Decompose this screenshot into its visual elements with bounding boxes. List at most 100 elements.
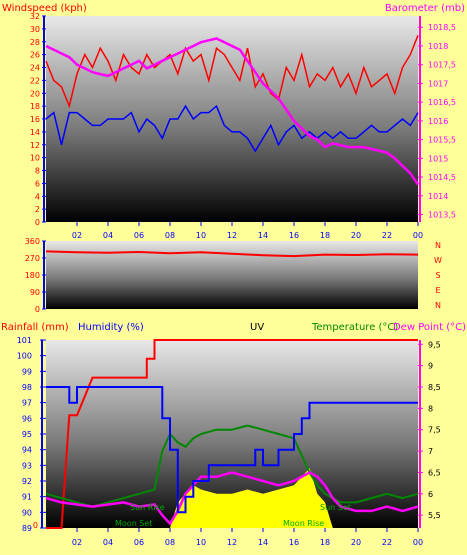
wind-y-tick-label: 28 bbox=[30, 38, 40, 47]
direction-y-tick-label: 270 bbox=[25, 254, 40, 263]
rain-x-ticks: 02 04 06 08 10 12 14 16 18 20 22 00 bbox=[72, 528, 423, 547]
humidity-y-tick-label: 93 bbox=[22, 461, 32, 470]
barometer-y-tick-label: 1018 bbox=[428, 42, 448, 51]
rain-humidity-temp-chart: Rainfall (mm) Humidity (%) UV Temperatur… bbox=[1, 322, 466, 547]
barometer-y-tick-label: 1017 bbox=[428, 79, 448, 88]
uv-area bbox=[170, 468, 333, 528]
rain-x-tick-label: 16 bbox=[289, 538, 299, 547]
barometer-y-tick-label: 1014 bbox=[428, 192, 448, 201]
uv-axis-title: UV bbox=[250, 322, 264, 333]
barometer-y-tick-label: 1014,5 bbox=[428, 173, 456, 182]
rain-y-tick-label: 0 bbox=[33, 521, 38, 530]
humidity-line bbox=[46, 386, 418, 514]
rain-x-tick-label: 22 bbox=[382, 538, 392, 547]
humidity-axis-title: Humidity (%) bbox=[78, 322, 144, 333]
moon-rise-label: Moon Rise bbox=[283, 519, 324, 528]
wind-y-tick-label: 26 bbox=[30, 51, 40, 60]
barometer-y-tick-label: 1018,5 bbox=[428, 23, 456, 32]
wind-y-tick-label: 0 bbox=[35, 218, 40, 227]
direction-line bbox=[45, 250, 419, 258]
compass-label: N bbox=[435, 301, 441, 310]
wind-series bbox=[45, 35, 420, 186]
compass-label: N bbox=[435, 241, 441, 250]
wind-x-tick-label: 00 bbox=[413, 231, 423, 240]
direction-y-ticks: 0 90 180 270 360 bbox=[25, 237, 46, 314]
wind-y-tick-label: 20 bbox=[30, 89, 40, 98]
humidity-y-tick-label: 95 bbox=[22, 430, 32, 439]
gust-line bbox=[45, 35, 419, 109]
wind-x-tick-label: 20 bbox=[351, 231, 361, 240]
humidity-y-tick-label: 92 bbox=[22, 477, 32, 486]
temperature-axis-title: Temperature (°C) bbox=[311, 322, 398, 333]
sun-rise-label: Sun Rise bbox=[130, 503, 165, 512]
wind-y-tick-label: 10 bbox=[30, 154, 40, 163]
wind-y-tick-label: 18 bbox=[30, 102, 40, 111]
wind-x-tick-label: 18 bbox=[320, 231, 330, 240]
barometer-line bbox=[45, 37, 420, 186]
rain-x-tick-label: 06 bbox=[134, 538, 144, 547]
wind-x-tick-label: 08 bbox=[165, 231, 175, 240]
temperature-y-tick-label: 7,5 bbox=[428, 426, 441, 435]
wind-y-tick-label: 12 bbox=[30, 141, 40, 150]
humidity-y-ticks: 89 90 91 92 93 94 95 96 97 98 99 100 101 0 bbox=[17, 336, 46, 533]
barometer-axis-title: Barometer (mb) bbox=[385, 3, 465, 14]
moon-set-label: Moon Set bbox=[115, 519, 152, 528]
temperature-y-tick-label: 9 bbox=[428, 362, 433, 371]
sun-set-label: Sun Set bbox=[320, 503, 351, 512]
barometer-y-tick-label: 1015,5 bbox=[428, 136, 456, 145]
humidity-y-tick-label: 97 bbox=[22, 399, 32, 408]
humidity-y-tick-label: 100 bbox=[17, 352, 32, 361]
wind-y-tick-label: 30 bbox=[30, 25, 40, 34]
dewpoint-axis-title: Dew Point (°C) bbox=[393, 322, 466, 333]
rain-x-tick-label: 14 bbox=[258, 538, 268, 547]
humidity-y-tick-label: 90 bbox=[22, 508, 32, 517]
temperature-y-tick-label: 7 bbox=[428, 447, 433, 456]
direction-y-tick-label: 0 bbox=[35, 305, 40, 314]
wind-y-tick-label: 22 bbox=[30, 76, 40, 85]
barometer-y-tick-label: 1013,5 bbox=[428, 211, 456, 220]
temperature-y-tick-label: 5,5 bbox=[428, 511, 441, 520]
humidity-y-tick-label: 89 bbox=[22, 524, 32, 533]
direction-series bbox=[45, 250, 419, 258]
rain-x-tick-label: 10 bbox=[196, 538, 206, 547]
wind-x-tick-label: 14 bbox=[258, 231, 268, 240]
wind-x-tick-label: 02 bbox=[72, 231, 82, 240]
barometer-y-ticks: 1013,5 1014 1014,5 1015 1015,5 1016 1016,5 1017… bbox=[418, 16, 456, 222]
wind-y-tick-label: 4 bbox=[35, 192, 40, 201]
rain-x-tick-label: 20 bbox=[351, 538, 361, 547]
wind-x-tick-label: 22 bbox=[382, 231, 392, 240]
direction-y-tick-label: 90 bbox=[30, 288, 40, 297]
humidity-y-tick-label: 91 bbox=[22, 493, 32, 502]
wind-y-tick-label: 24 bbox=[30, 64, 40, 73]
wind-y-tick-label: 16 bbox=[30, 115, 40, 124]
wind-y-tick-label: 8 bbox=[35, 167, 40, 176]
temperature-y-tick-label: 8,5 bbox=[428, 383, 441, 392]
wind-y-tick-label: 32 bbox=[30, 12, 40, 21]
barometer-y-tick-label: 1015 bbox=[428, 154, 448, 163]
compass-label: S bbox=[435, 271, 440, 280]
rain-x-tick-label: 08 bbox=[165, 538, 175, 547]
rainfall-axis-title: Rainfall (mm) bbox=[1, 322, 69, 333]
speed-line bbox=[45, 104, 419, 153]
temperature-y-tick-label: 6,5 bbox=[428, 468, 441, 477]
temperature-y-ticks: 5,5 6 6,5 7 7,5 8 8,5 9 9,5 bbox=[418, 340, 441, 528]
temperature-line bbox=[45, 424, 419, 508]
windspeed-axis-title: Windspeed (kph) bbox=[2, 3, 87, 14]
rain-x-tick-label: 04 bbox=[103, 538, 113, 547]
wind-x-tick-label: 04 bbox=[103, 231, 113, 240]
rain-x-tick-label: 12 bbox=[227, 538, 237, 547]
wind-barometer-chart: Windspeed (kph) Barometer (mb) 024681012… bbox=[2, 3, 465, 240]
wind-x-tick-label: 12 bbox=[227, 231, 237, 240]
temperature-y-tick-label: 8 bbox=[428, 404, 433, 413]
rainfall-line bbox=[46, 339, 418, 529]
temperature-y-tick-label: 6 bbox=[428, 490, 433, 499]
direction-plot-area bbox=[46, 241, 418, 309]
direction-y-tick-label: 180 bbox=[25, 271, 40, 280]
dewpoint-line bbox=[45, 471, 419, 526]
rain-series bbox=[45, 339, 419, 529]
humidity-y-tick-label: 94 bbox=[22, 446, 32, 455]
rain-x-tick-label: 18 bbox=[320, 538, 330, 547]
